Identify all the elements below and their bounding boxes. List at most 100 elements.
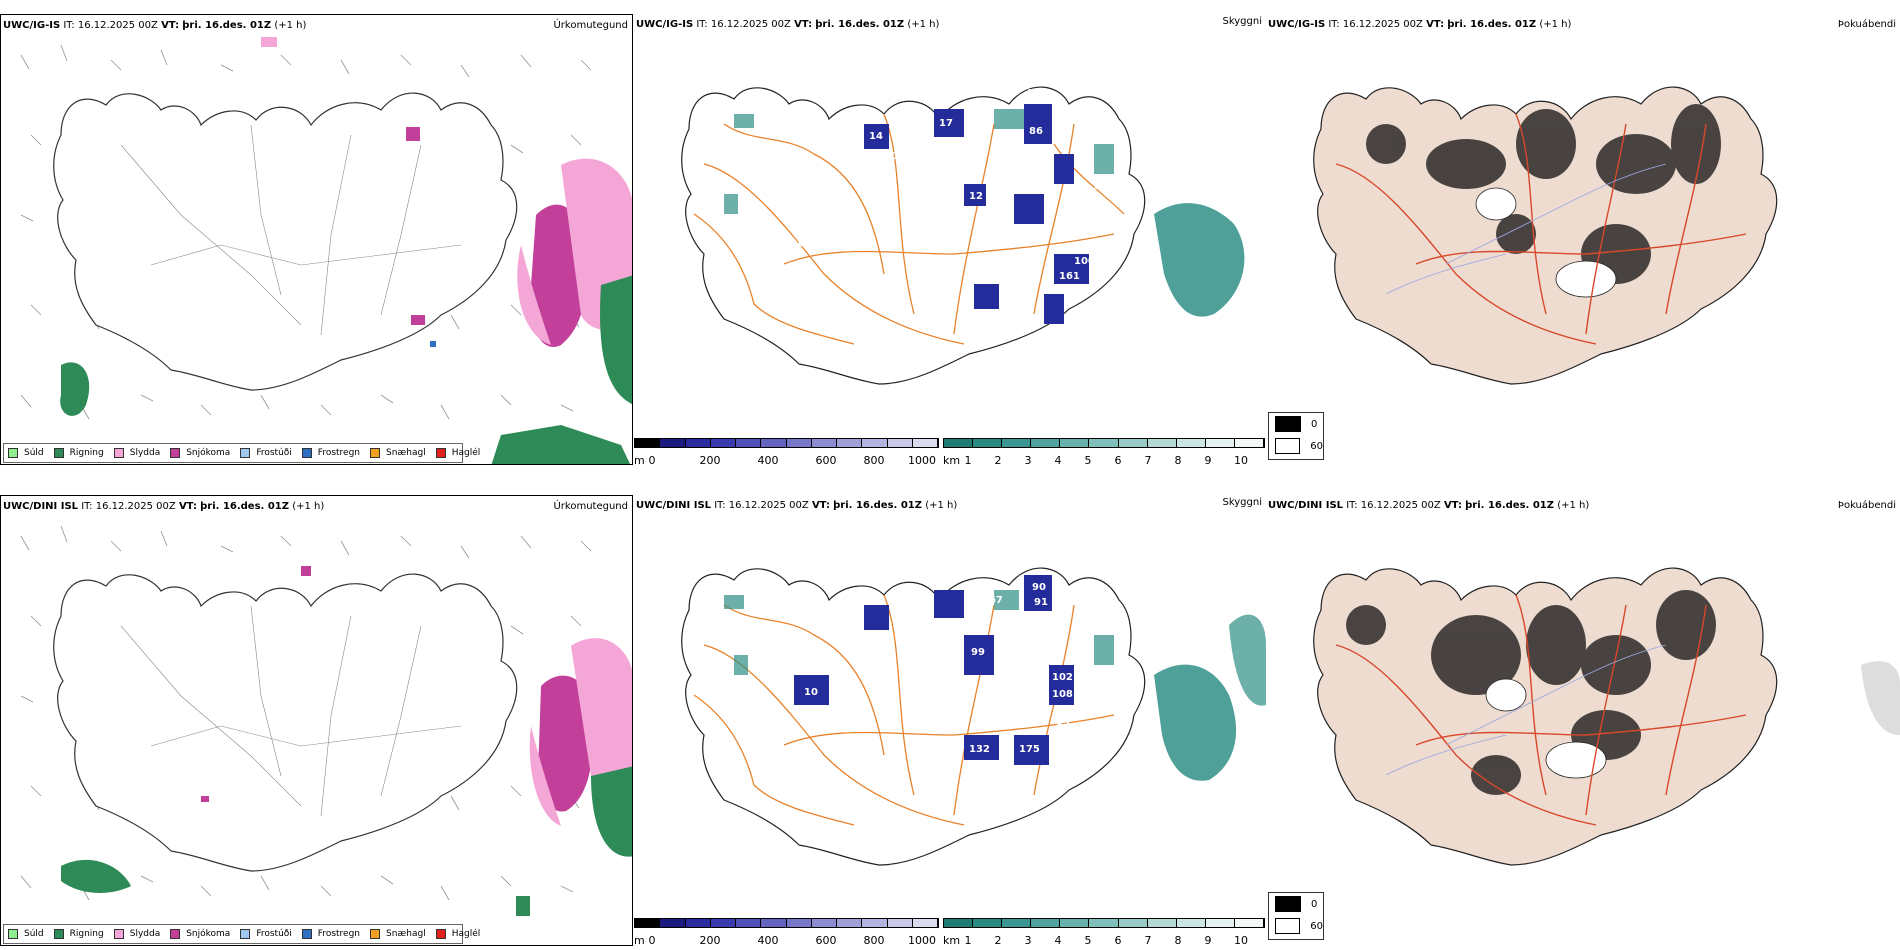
legend-item: Snæhagl	[370, 929, 426, 939]
header-row1-fog: UWC/IG-IS IT: 16.12.2025 00Z VT: þri. 16…	[1268, 19, 1572, 30]
visibility-tick: 4	[1054, 454, 1062, 467]
colorbar-segment	[710, 439, 736, 447]
colorbar-segment	[944, 919, 974, 927]
legend-swatch	[53, 448, 64, 458]
precip-panel-row2: UWC/DINI ISL IT: 16.12.2025 00Z VT: þri.…	[0, 495, 633, 946]
visibility-colorbar-unit: km	[943, 934, 961, 947]
colorbar-segment	[837, 439, 863, 447]
fog-legend-swatch	[1275, 896, 1301, 912]
ceiling-label: 100	[884, 151, 905, 162]
ceiling-label: 86	[1029, 126, 1043, 137]
ceiling-colorbar-row2: m 0 200 400 600 800 1000	[634, 918, 939, 950]
fog-map-row1	[1313, 86, 1778, 385]
colorbar-segment	[1089, 439, 1119, 447]
fog-legend-item: 0	[1269, 893, 1323, 915]
legend-swatch	[8, 448, 18, 458]
legend-swatch	[435, 929, 446, 939]
colorbar-segment	[1118, 919, 1148, 927]
legend-item: Frostregn	[301, 929, 360, 939]
visibility-tick: 10	[1234, 454, 1248, 467]
colorbar-segment	[1176, 919, 1206, 927]
ceiling-label: 90	[1032, 582, 1046, 593]
panel-title-precip: Úrkomutegund	[553, 20, 628, 31]
ceiling-label: 17	[939, 118, 953, 129]
colorbar-segment	[862, 919, 888, 927]
ceiling-tick: 0	[648, 454, 656, 467]
fog-legend-row2: 0 60	[1268, 892, 1324, 940]
panel-title-ceiling: Skyggni	[1222, 16, 1262, 27]
ceiling-label: 100	[1074, 256, 1095, 267]
precip-panel-row1: UWC/IG-IS IT: 16.12.2025 00Z VT: þri. 16…	[0, 14, 633, 465]
colorbar-segment	[1060, 439, 1090, 447]
panel-title-fog: Þokuábendi	[1837, 500, 1896, 511]
visibility-tick: 2	[994, 934, 1002, 947]
legend-swatch	[53, 929, 64, 939]
ceiling-label: 167	[982, 595, 1003, 606]
legend-swatch	[8, 929, 18, 939]
ceiling-label: 161	[1059, 271, 1080, 282]
ceiling-map-row2: 90 167 91 99 10 102 108 132 175 13	[681, 567, 1266, 866]
ceiling-label: 102	[1052, 672, 1073, 683]
visibility-tick: 6	[1114, 934, 1122, 947]
legend-swatch	[301, 448, 312, 458]
colorbar-segment	[685, 439, 711, 447]
precip-legend-row2: Súld Rigning Slydda Snjókoma Frostúði Fr…	[3, 924, 480, 944]
visibility-tick: 9	[1204, 934, 1212, 947]
colorbar-segment	[736, 919, 762, 927]
ceiling-tick: 1000	[908, 454, 936, 467]
ceiling-tick: 200	[699, 454, 721, 467]
ceiling-label: 99	[971, 647, 985, 658]
colorbar-segment	[1060, 919, 1090, 927]
legend-item: Frostregn	[301, 448, 360, 458]
ceiling-label: 13	[1056, 717, 1070, 728]
ceiling-label: 132	[969, 744, 990, 755]
visibility-colorbar-unit: km	[943, 454, 961, 467]
ceiling-label: 32	[986, 221, 1000, 232]
visibility-tick: 4	[1054, 934, 1062, 947]
ceiling-tick: 200	[699, 934, 721, 947]
ceiling-colorbar-unit: m	[634, 454, 645, 467]
visibility-tick: 2	[994, 454, 1002, 467]
visibility-tick: 7	[1144, 454, 1152, 467]
legend-swatch	[170, 448, 181, 458]
legend-item: Rigning	[53, 929, 104, 939]
legend-swatch	[113, 929, 124, 939]
legend-swatch	[435, 448, 446, 458]
ceiling-label: 12	[969, 191, 983, 202]
ceiling-panel-row1: 17 14 151 86 12 100 16 32 161 73 15 376 …	[634, 14, 1266, 465]
visibility-tick: 10	[1234, 934, 1248, 947]
colorbar-segment	[887, 919, 913, 927]
visibility-tick: 6	[1114, 454, 1122, 467]
header-row2-fog: UWC/DINI ISL IT: 16.12.2025 00Z VT: þri.…	[1268, 500, 1590, 511]
ceiling-tick: 600	[815, 454, 837, 467]
visibility-tick: 3	[1024, 934, 1032, 947]
colorbar-segment	[635, 919, 661, 927]
colorbar-segment	[736, 439, 762, 447]
colorbar-segment	[786, 439, 812, 447]
colorbar-segment	[862, 439, 888, 447]
colorbar-segment	[1118, 439, 1148, 447]
colorbar-segment	[761, 919, 787, 927]
colorbar-segment	[837, 919, 863, 927]
ceiling-label: 15	[1048, 346, 1062, 357]
visibility-tick: 8	[1174, 454, 1182, 467]
header-row1-precip: UWC/IG-IS IT: 16.12.2025 00Z VT: þri. 16…	[3, 20, 307, 31]
colorbar-segment	[912, 919, 938, 927]
ceiling-label: 16	[796, 238, 810, 249]
legend-item: Slydda	[113, 929, 160, 939]
fog-panel-row1: UWC/IG-IS IT: 16.12.2025 00Z VT: þri. 16…	[1266, 14, 1900, 465]
ceiling-label: 14	[869, 131, 883, 142]
visibility-tick: 3	[1024, 454, 1032, 467]
legend-swatch	[240, 448, 251, 458]
precip-map-row2	[20, 525, 632, 916]
ceiling-tick: 600	[815, 934, 837, 947]
header-row2-precip: UWC/DINI ISL IT: 16.12.2025 00Z VT: þri.…	[3, 501, 325, 512]
colorbar-segment	[1031, 439, 1061, 447]
colorbar-segment	[1234, 919, 1265, 927]
precip-map-row1	[20, 37, 632, 464]
fog-legend-item: 0	[1269, 413, 1323, 435]
ceiling-label: 10	[804, 687, 818, 698]
colorbar-segment	[1002, 919, 1032, 927]
ceiling-tick: 0	[648, 934, 656, 947]
legend-item: Frostúði	[240, 929, 292, 939]
